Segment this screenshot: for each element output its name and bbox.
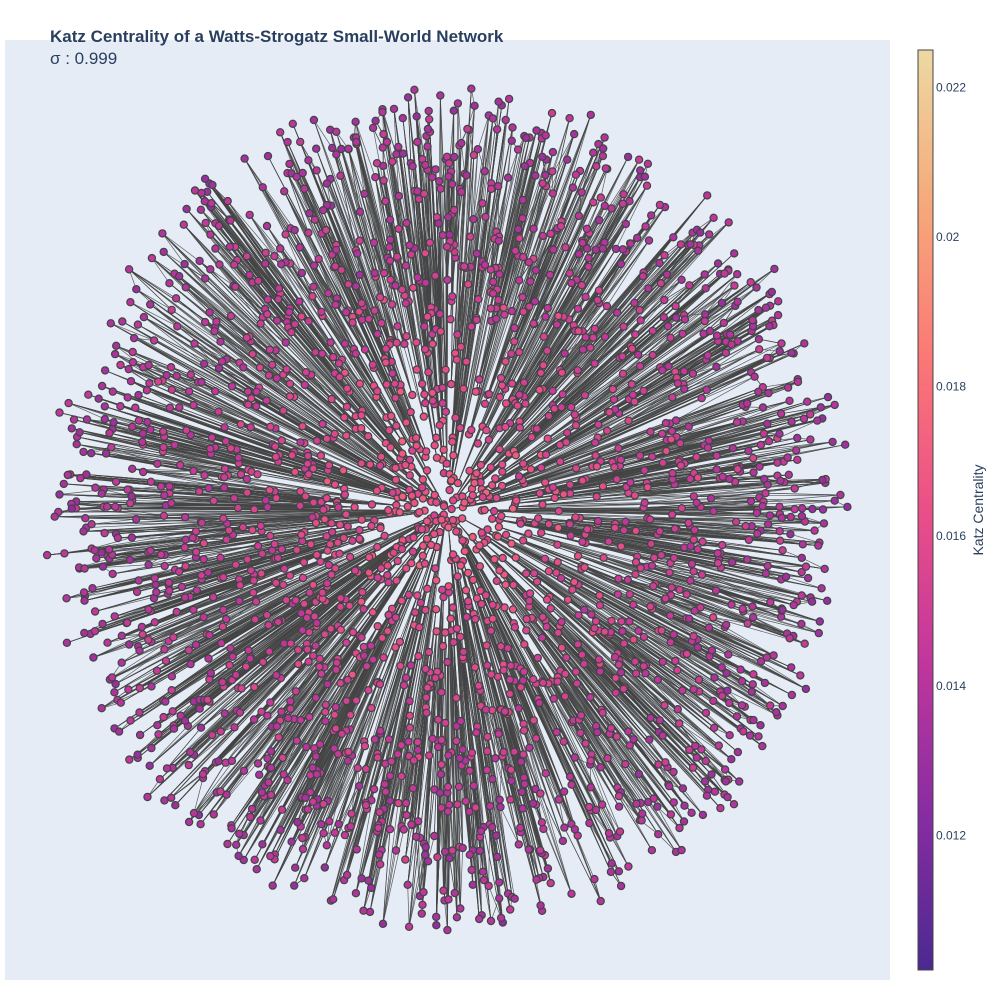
chart-root: Katz Centrality of a Watts-Strogatz Smal… [0, 0, 1000, 1000]
network-chart: Katz Centrality of a Watts-Strogatz Smal… [0, 0, 1000, 1000]
